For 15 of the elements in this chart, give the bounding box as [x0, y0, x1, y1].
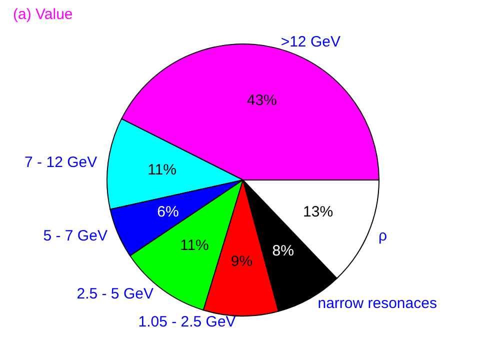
slice-label: 5 - 7 GeV — [43, 227, 108, 244]
data-label: 11% — [180, 237, 209, 254]
data-label: 43% — [246, 92, 277, 110]
slice-label: 2.5 - 5 GeV — [76, 286, 154, 303]
slice-label: 7 - 12 GeV — [24, 154, 98, 171]
data-label: 9% — [230, 253, 253, 270]
data-label: 8% — [272, 242, 294, 260]
data-label: 11% — [148, 161, 176, 178]
data-label: 13% — [303, 204, 334, 221]
data-label: 6% — [157, 204, 179, 221]
slice-label: >12 GeV — [280, 33, 340, 50]
slice-label: narrow resonaces — [318, 295, 437, 312]
chart-title: (a) Value — [13, 6, 73, 23]
slice-label: 1.05 - 2.5 GeV — [138, 313, 236, 330]
slice-label: ρ — [378, 227, 388, 244]
